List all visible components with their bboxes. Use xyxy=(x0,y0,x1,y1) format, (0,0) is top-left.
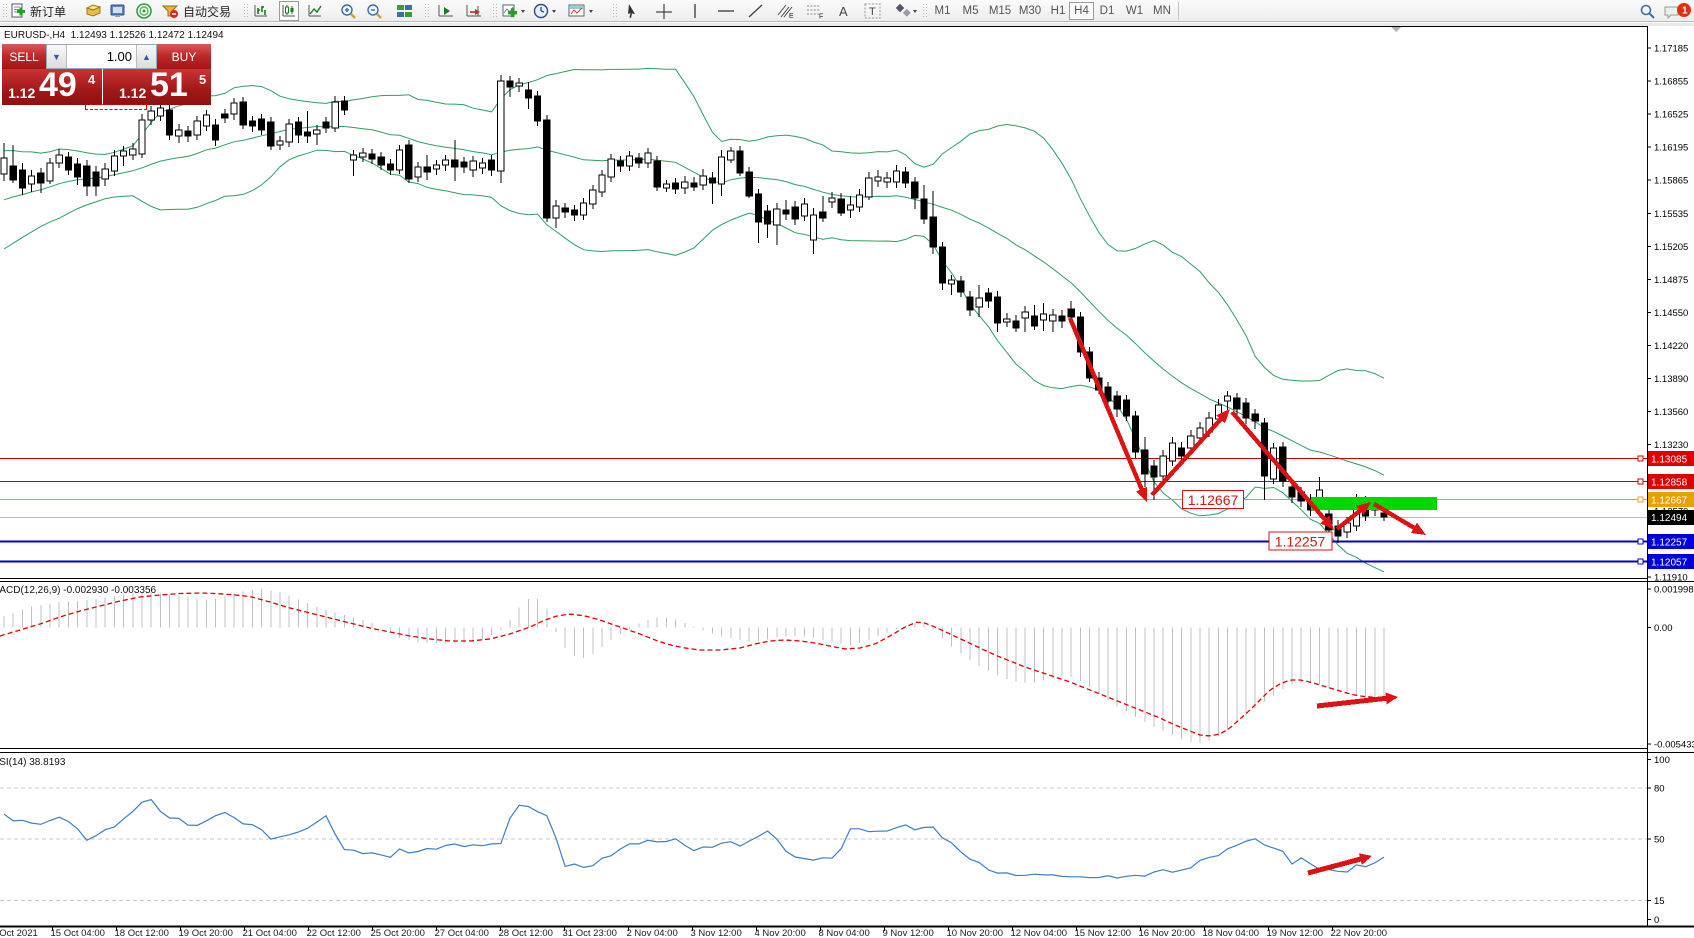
svg-text:1.13560: 1.13560 xyxy=(1654,407,1688,418)
svg-text:19 Oct 20:00: 19 Oct 20:00 xyxy=(179,928,233,938)
svg-text:1.16195: 1.16195 xyxy=(1654,143,1688,154)
svg-text:27 Oct 04:00: 27 Oct 04:00 xyxy=(435,928,489,938)
svg-text:-0.005433: -0.005433 xyxy=(1654,740,1694,751)
svg-text:1.16525: 1.16525 xyxy=(1654,110,1688,121)
svg-text:100: 100 xyxy=(1654,755,1670,766)
svg-text:1.12257: 1.12257 xyxy=(1275,533,1326,549)
svg-text:2 Nov 04:00: 2 Nov 04:00 xyxy=(627,928,678,938)
svg-text:3 Nov 12:00: 3 Nov 12:00 xyxy=(691,928,742,938)
svg-text:1.15535: 1.15535 xyxy=(1654,209,1688,220)
svg-text:9 Nov 12:00: 9 Nov 12:00 xyxy=(883,928,934,938)
svg-text:1.13230: 1.13230 xyxy=(1654,440,1688,451)
svg-text:18 Nov 04:00: 18 Nov 04:00 xyxy=(1203,928,1260,938)
svg-text:1.15205: 1.15205 xyxy=(1654,242,1688,253)
svg-text:1.12057: 1.12057 xyxy=(1651,557,1688,568)
svg-text:T: T xyxy=(869,6,876,18)
svg-text:1.12494: 1.12494 xyxy=(1651,513,1688,524)
svg-text:1.12257: 1.12257 xyxy=(1651,537,1688,548)
svg-text:0.001998: 0.001998 xyxy=(1654,585,1694,596)
svg-text:1.15865: 1.15865 xyxy=(1654,176,1688,187)
svg-text:22 Oct 12:00: 22 Oct 12:00 xyxy=(307,928,361,938)
svg-text:1.14220: 1.14220 xyxy=(1654,341,1688,352)
svg-text:4 Nov 20:00: 4 Nov 20:00 xyxy=(755,928,806,938)
svg-text:1.12667: 1.12667 xyxy=(1651,495,1688,506)
svg-text:8 Nov 04:00: 8 Nov 04:00 xyxy=(819,928,870,938)
svg-text:1.12858: 1.12858 xyxy=(1651,477,1688,488)
svg-text:RSI(14) 38.8193: RSI(14) 38.8193 xyxy=(0,757,66,768)
svg-text:15 Nov 12:00: 15 Nov 12:00 xyxy=(1075,928,1132,938)
svg-text:1.13085: 1.13085 xyxy=(1651,454,1688,465)
svg-text:MACD(12,26,9) -0.002930 -0.003: MACD(12,26,9) -0.002930 -0.003356 xyxy=(0,585,157,596)
svg-text:1.14875: 1.14875 xyxy=(1654,275,1688,286)
svg-text:80: 80 xyxy=(1654,784,1665,795)
svg-text:1.13890: 1.13890 xyxy=(1654,374,1688,385)
svg-text:10 Nov 20:00: 10 Nov 20:00 xyxy=(947,928,1004,938)
svg-text:1.16855: 1.16855 xyxy=(1654,77,1688,88)
svg-text:1: 1 xyxy=(1682,6,1688,17)
svg-text:1.17185: 1.17185 xyxy=(1654,44,1688,55)
svg-text:14 Oct 2021: 14 Oct 2021 xyxy=(0,928,38,938)
svg-text:1.12667: 1.12667 xyxy=(1188,492,1239,508)
svg-text:1.11910: 1.11910 xyxy=(1654,573,1688,584)
svg-text:28 Oct 12:00: 28 Oct 12:00 xyxy=(499,928,553,938)
svg-text:50: 50 xyxy=(1654,835,1665,846)
svg-text:31 Oct 23:00: 31 Oct 23:00 xyxy=(563,928,617,938)
svg-text:0.00: 0.00 xyxy=(1654,623,1673,634)
svg-text:E: E xyxy=(789,13,794,19)
svg-text:15: 15 xyxy=(1654,896,1665,907)
svg-text:25 Oct 20:00: 25 Oct 20:00 xyxy=(371,928,425,938)
svg-text:F: F xyxy=(819,14,823,20)
svg-text:16 Nov 20:00: 16 Nov 20:00 xyxy=(1139,928,1196,938)
svg-text:22 Nov 20:00: 22 Nov 20:00 xyxy=(1331,928,1388,938)
svg-text:21 Oct 04:00: 21 Oct 04:00 xyxy=(243,928,297,938)
svg-text:18 Oct 12:00: 18 Oct 12:00 xyxy=(115,928,169,938)
svg-text:12 Nov 04:00: 12 Nov 04:00 xyxy=(1011,928,1068,938)
svg-text:0: 0 xyxy=(1654,915,1659,926)
svg-text:15 Oct 04:00: 15 Oct 04:00 xyxy=(51,928,105,938)
svg-text:19 Nov 12:00: 19 Nov 12:00 xyxy=(1267,928,1324,938)
svg-text:1.14550: 1.14550 xyxy=(1654,308,1688,319)
